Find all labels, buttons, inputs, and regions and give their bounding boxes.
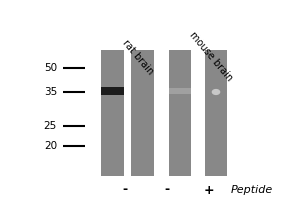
Text: mouse brain: mouse brain [188, 30, 235, 83]
Circle shape [212, 90, 220, 94]
Text: 35: 35 [44, 87, 57, 97]
Text: -: - [164, 184, 169, 196]
Text: Peptide: Peptide [231, 185, 273, 195]
Text: 50: 50 [44, 63, 57, 73]
Text: 20: 20 [44, 141, 57, 151]
Bar [131, 50, 154, 176]
Text: -: - [122, 184, 127, 196]
Bar [101, 50, 124, 176]
Text: +: + [203, 184, 214, 196]
Text: rat brain: rat brain [120, 38, 155, 76]
Text: 25: 25 [44, 121, 57, 131]
Bar [205, 50, 227, 176]
Bar [169, 50, 191, 176]
Bar [101, 87, 124, 95]
Bar [169, 88, 191, 94]
